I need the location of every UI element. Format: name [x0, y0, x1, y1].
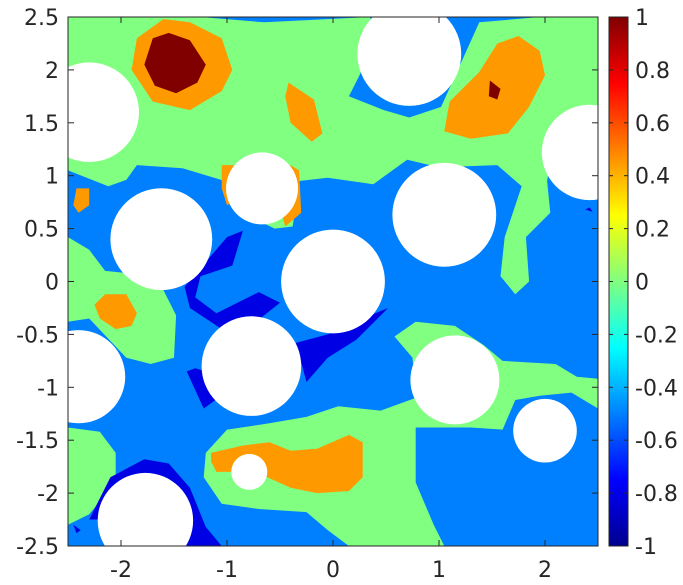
y-axis: 2.5 2 1.5 1 0.5 0 -0.5 -1 -1.5 -2 -2.5: [16, 6, 598, 560]
hole-10: [513, 398, 577, 463]
colorbar-tick-label: 0.8: [635, 59, 670, 84]
y-tick-label: -0.5: [16, 323, 59, 348]
colorbar-tick-label: -0.6: [635, 429, 678, 454]
hole-8: [68, 330, 126, 424]
y-tick-label: -2.5: [16, 535, 59, 560]
hole-1: [357, 17, 462, 106]
x-tick-label: 0: [326, 558, 340, 583]
y-tick-label: 0: [45, 271, 59, 296]
level-region-19: [488, 80, 501, 100]
colorbar: 1 0.8 0.6 0.4 0.2 0 -0.2 -0.4 -0.6 -0.8 -1: [608, 6, 678, 560]
colorbar-tick-label: -0.4: [635, 376, 678, 401]
colorbar-tick-label: 1: [635, 6, 649, 31]
colorbar-tick-label: 0.4: [635, 165, 670, 190]
level-region-6: [186, 368, 219, 409]
level-region-8: [73, 524, 81, 534]
colorbar-tick-label: 0.6: [635, 112, 670, 137]
level-region-17: [211, 434, 363, 494]
level-region-4: [184, 230, 280, 330]
y-tick-label: 2: [45, 59, 59, 84]
x-tick-label: -1: [216, 558, 238, 583]
x-axis: -2 -1 0 1 2: [110, 17, 552, 583]
y-tick-label: 1: [45, 165, 59, 190]
y-tick-label: 2.5: [24, 6, 59, 31]
colorbar-tick-label: -0.8: [635, 482, 678, 507]
x-tick-label: 1: [432, 558, 446, 583]
y-tick-label: -2: [37, 482, 59, 507]
colorbar-ticks: 1 0.8 0.6 0.4 0.2 0 -0.2 -0.4 -0.6 -0.8 -1: [609, 6, 678, 560]
level-region-15: [73, 188, 90, 213]
plot-area: [68, 17, 598, 546]
colorbar-tick-label: -0.2: [635, 323, 678, 348]
hole-6: [281, 229, 385, 334]
hole-9: [410, 335, 500, 425]
holes: [68, 17, 598, 546]
colorbar-tick-label: -1: [635, 535, 657, 560]
x-tick-label: -2: [110, 558, 132, 583]
level-region-5: [295, 308, 389, 382]
hole-2: [541, 104, 598, 201]
colorbar-tick-label: 0.2: [635, 218, 670, 243]
level-region-18: [144, 32, 206, 94]
colorbar-tick-label: 0: [635, 271, 649, 296]
y-tick-label: -1: [37, 376, 59, 401]
y-tick-label: 1.5: [24, 112, 59, 137]
y-tick-label: 0.5: [24, 218, 59, 243]
x-tick-label: 2: [538, 558, 552, 583]
level-region-3: [68, 427, 116, 525]
level-region-11: [285, 82, 323, 142]
level-region-9: [585, 207, 593, 212]
hole-5: [392, 162, 497, 267]
hole-11: [231, 453, 268, 490]
y-tick-label: -1.5: [16, 429, 59, 454]
hole-12: [97, 472, 194, 546]
hole-0: [68, 62, 139, 162]
hole-4: [110, 188, 213, 291]
hole-7: [201, 316, 302, 416]
hole-3: [226, 152, 298, 225]
level-region-16: [94, 294, 137, 330]
